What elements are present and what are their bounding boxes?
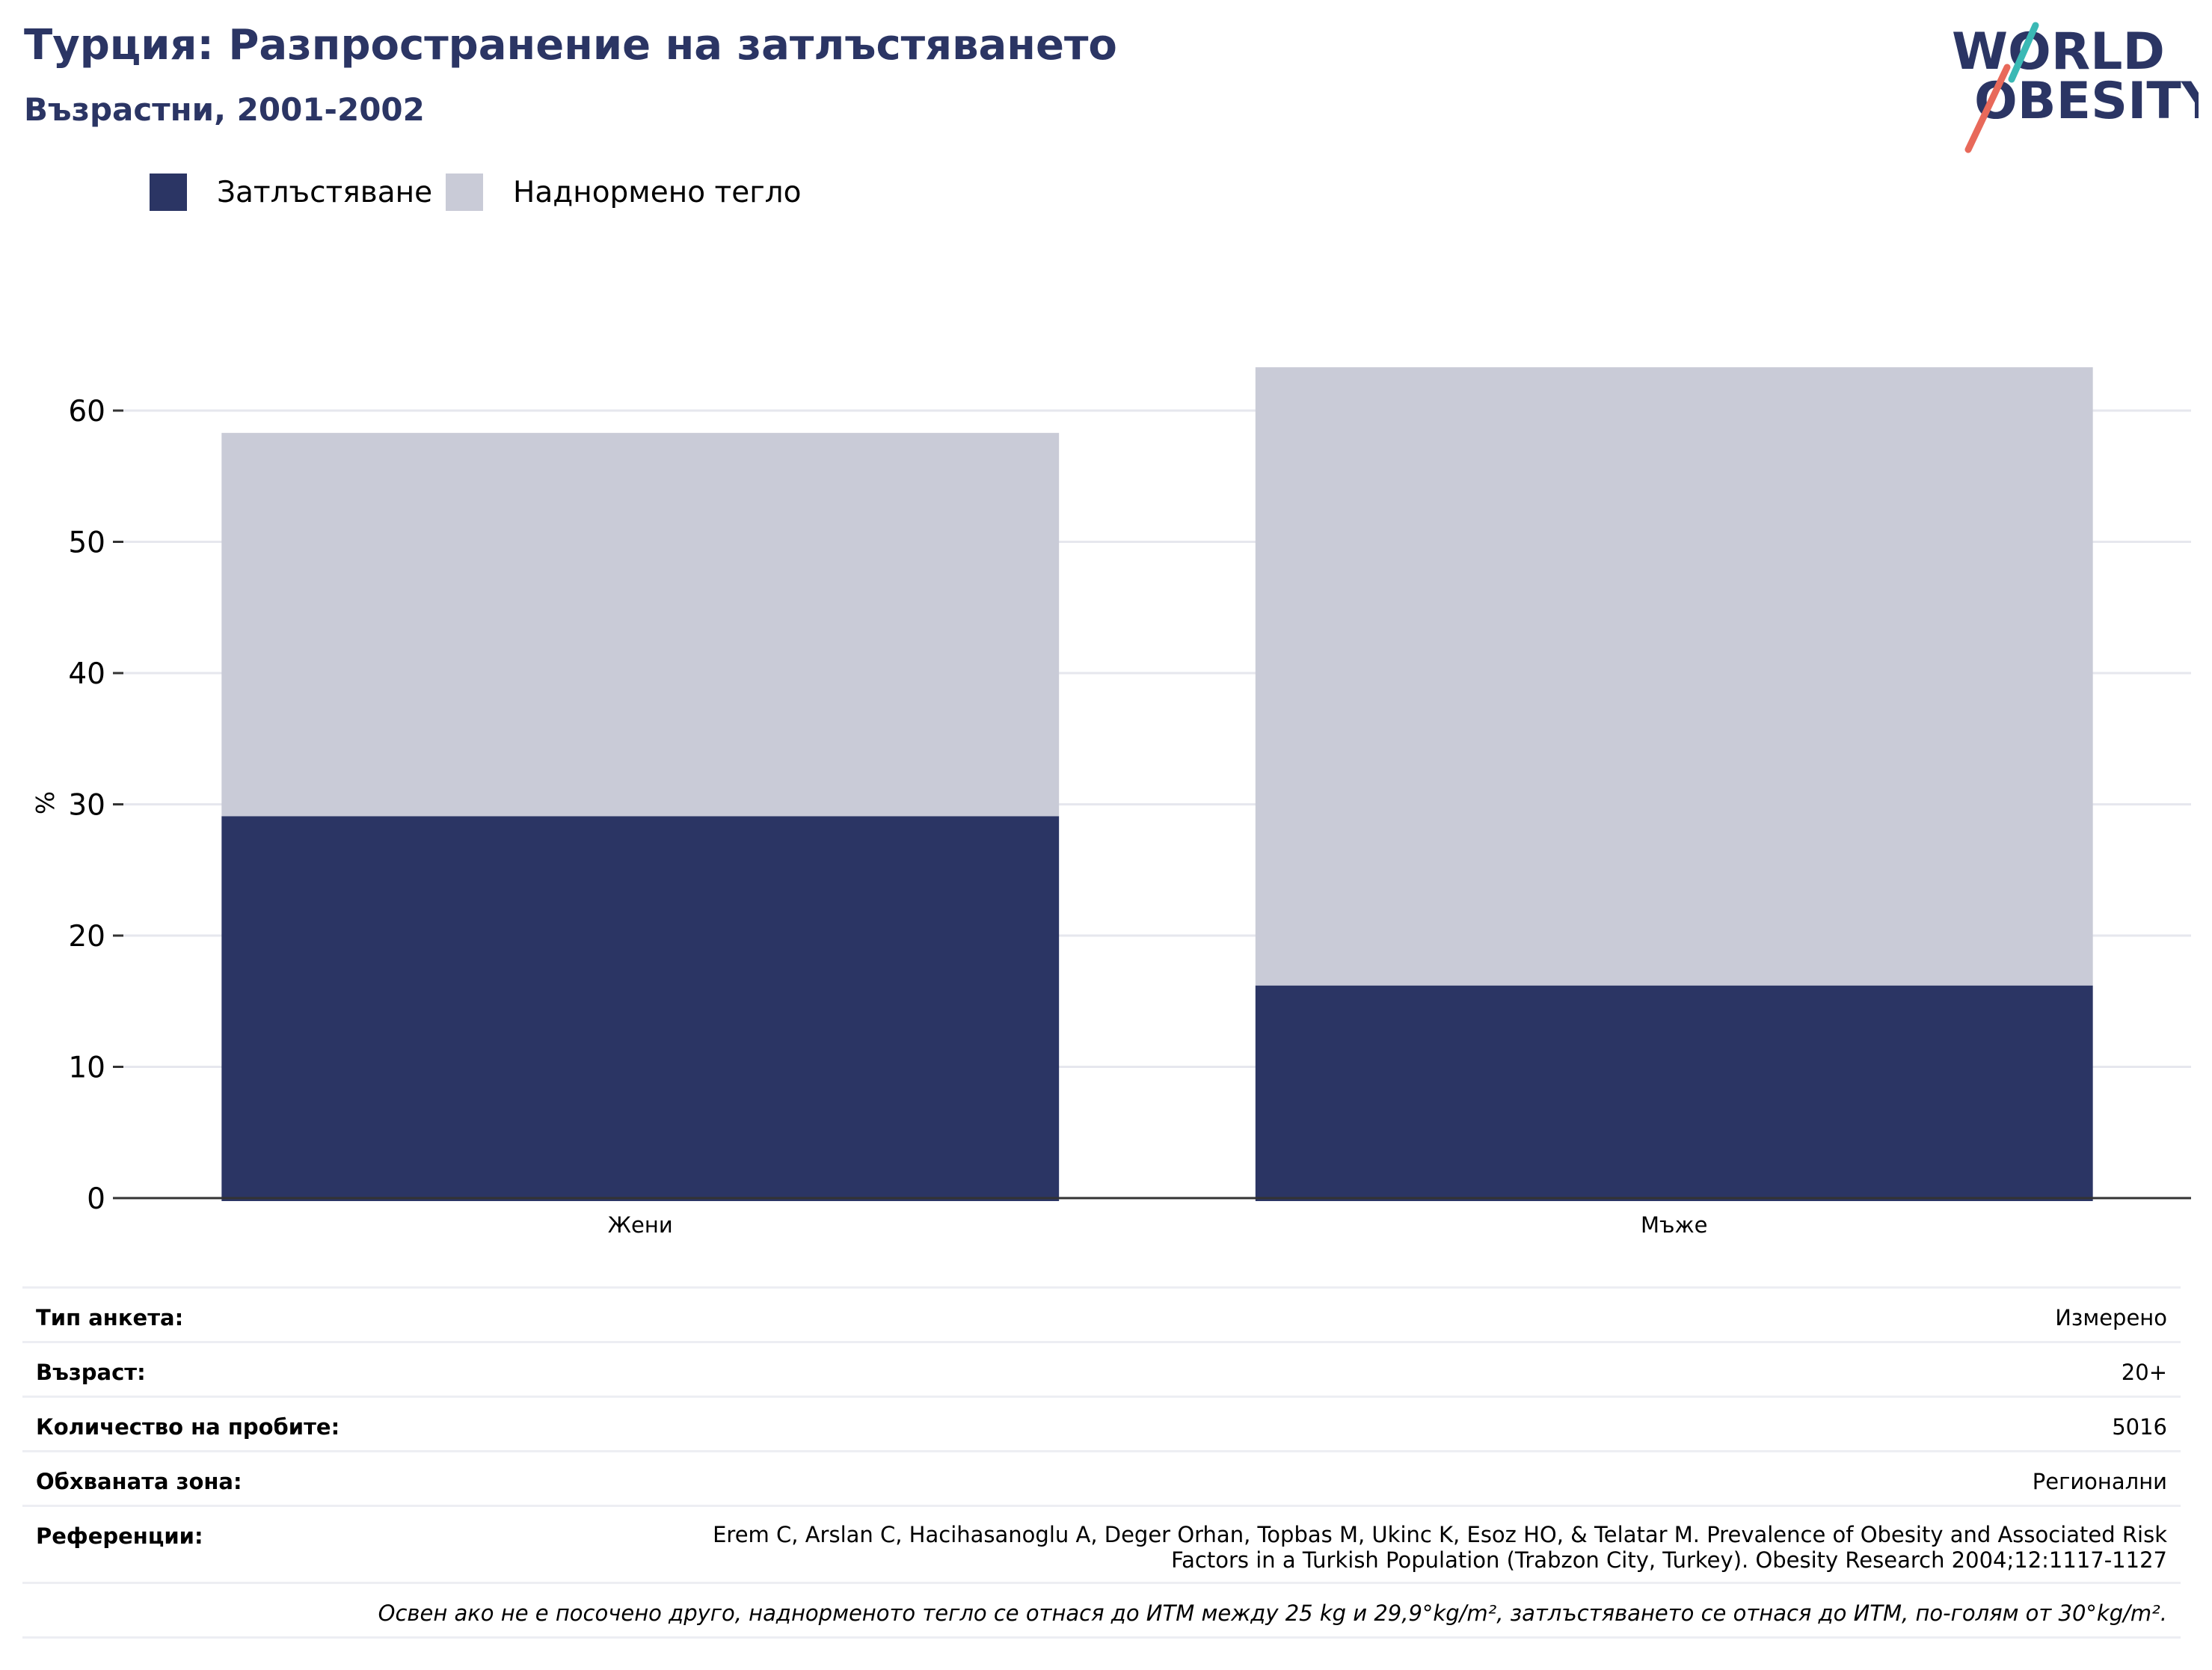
meta-row-age: Възраст: 20+: [22, 1341, 2181, 1396]
y-tick-label-30: 30: [68, 789, 105, 823]
meta-label-area-covered: Обхваната зона:: [36, 1469, 242, 1494]
meta-row-note: Освен ако не е посочено друго, наднормен…: [22, 1582, 2181, 1639]
stacked-bar-chart: 0 10 20 30 40 50 60% Жени Мъже: [0, 314, 2212, 1256]
chart-subtitle: Възрастни, 2001-2002: [24, 91, 425, 128]
definition-note: Освен ако не е посочено друго, наднормен…: [378, 1600, 2167, 1626]
y-tick-label-60: 60: [68, 395, 105, 429]
meta-value-area-covered: Регионални: [2032, 1469, 2167, 1494]
reference-line-2: Factors in a Turkish Population (Trabzon…: [1171, 1547, 2167, 1573]
legend-label-overweight: Наднормено тегло: [513, 176, 802, 209]
legend-swatch-overweight: [446, 174, 483, 211]
meta-row-area-covered: Обхваната зона: Регионални: [22, 1450, 2181, 1505]
y-tick-label-20: 20: [68, 920, 105, 954]
meta-row-sample-size: Количество на пробите: 5016: [22, 1396, 2181, 1450]
logo-slash-top: [2008, 22, 2039, 83]
chart-title: Турция: Разпространение на затлъстяванет…: [24, 21, 1117, 70]
x-tick-label-1: Мъже: [1641, 1212, 1707, 1238]
y-tick-label-10: 10: [68, 1052, 105, 1085]
x-tick-label-0: Жени: [608, 1212, 673, 1238]
legend-label-obesity: Затлъстяване: [217, 176, 433, 209]
meta-value-age: 20+: [2121, 1360, 2167, 1385]
reference-line-1: Erem C, Arslan C, Hacihasanoglu A, Deger…: [713, 1522, 2167, 1547]
legend-swatch-obesity: [150, 174, 187, 211]
logo-line1: WORLD: [1952, 22, 2165, 82]
logo-line2: OBESITY: [1974, 72, 2199, 131]
y-axis-label: %: [31, 791, 60, 814]
world-obesity-logo-graphic: WORLD OBESITY: [1952, 22, 2199, 153]
world-obesity-logo: WORLD OBESITY: [1952, 21, 2199, 156]
y-tick-label-40: 40: [68, 657, 105, 691]
metadata-table: Тип анкета: Измерено Възраст: 20+ Количе…: [22, 1286, 2181, 1639]
bar-obesity-0: [221, 816, 1060, 1201]
meta-label-survey-type: Тип анкета:: [36, 1305, 184, 1330]
meta-value-references: Erem C, Arslan C, Hacihasanoglu A, Deger…: [713, 1522, 2167, 1573]
bar-overweight-1: [1255, 367, 2093, 986]
meta-label-age: Възраст:: [36, 1360, 146, 1385]
meta-label-references: Референции:: [36, 1523, 203, 1549]
meta-row-references: Референции: Erem C, Arslan C, Hacihasano…: [22, 1505, 2181, 1582]
meta-label-sample-size: Количество на пробите:: [36, 1414, 340, 1440]
bar-overweight-0: [221, 432, 1060, 817]
meta-row-survey-type: Тип анкета: Измерено: [22, 1286, 2181, 1341]
bar-obesity-1: [1255, 985, 2093, 1201]
meta-value-survey-type: Измерено: [2055, 1305, 2167, 1330]
logo-slash-bottom: [1964, 64, 2011, 153]
meta-value-sample-size: 5016: [2112, 1414, 2167, 1440]
chart-svg: 0 10 20 30 40 50 60% Жени Мъже: [31, 367, 2191, 1238]
y-tick-label-50: 50: [68, 527, 105, 560]
y-tick-label-0: 0: [87, 1182, 105, 1216]
